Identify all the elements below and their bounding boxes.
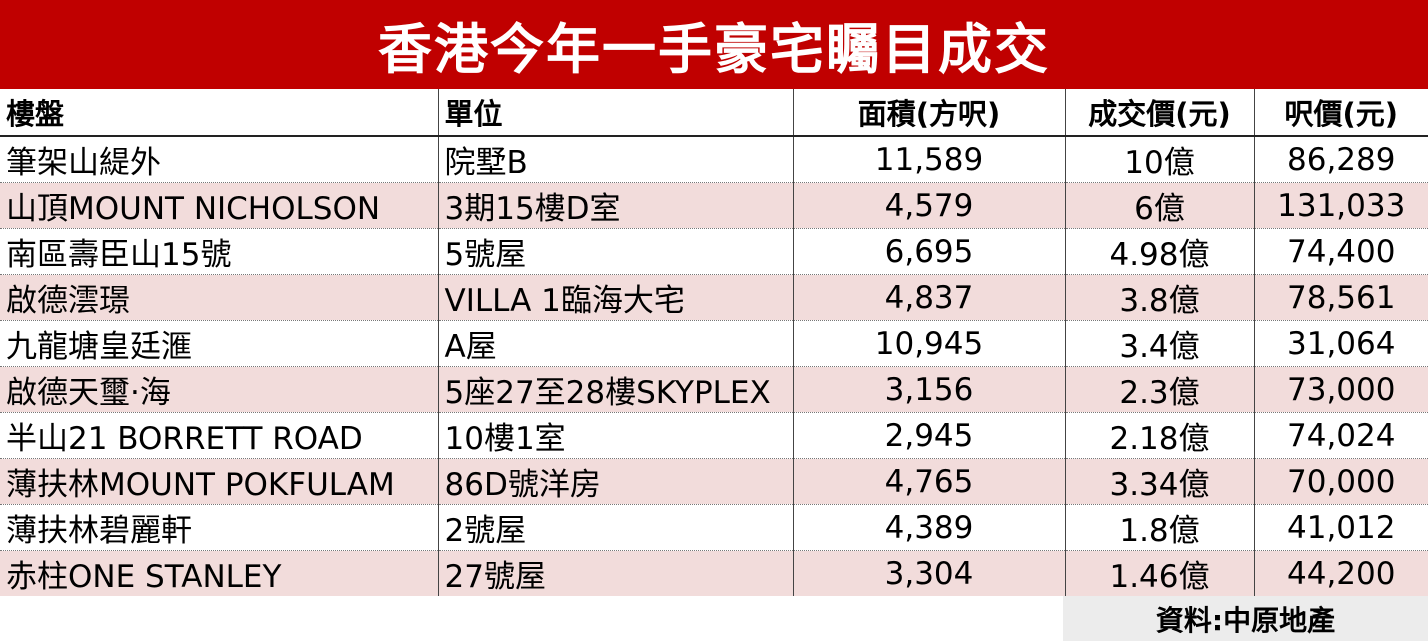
cell-area: 10,945 <box>792 320 1065 367</box>
page-title: 香港今年一手豪宅矚目成交 <box>378 18 1050 81</box>
cell-price: 1.8億 <box>1064 504 1254 551</box>
cell-psf: 78,561 <box>1253 274 1428 321</box>
cell-psf: 131,033 <box>1253 182 1428 229</box>
cell-price: 3.34億 <box>1064 458 1254 505</box>
table-row: 啟德澐璟 VILLA 1臨海大宅 4,837 3.8億 78,561 <box>0 274 1428 321</box>
cell-unit: A屋 <box>437 320 793 367</box>
table-row: 筆架山緹外 院墅B 11,589 10億 86,289 <box>0 136 1428 183</box>
table-row: 啟德天璽·海 5座27至28樓SKYPLEX 3,156 2.3億 73,000 <box>0 366 1428 413</box>
table-row: 薄扶林碧麗軒 2號屋 4,389 1.8億 41,012 <box>0 504 1428 551</box>
cell-estate: 赤柱ONE STANLEY <box>0 550 438 596</box>
cell-psf: 41,012 <box>1253 504 1428 551</box>
cell-psf: 70,000 <box>1253 458 1428 505</box>
header-psf: 呎價(元) <box>1253 89 1428 137</box>
table-row: 山頂MOUNT NICHOLSON 3期15樓D室 4,579 6億 131,033 <box>0 182 1428 229</box>
cell-area: 3,156 <box>792 366 1065 413</box>
transactions-table: 樓盤 單位 面積(方呎) 成交價(元) 呎價(元) 筆架山緹外 院墅B 11,589… <box>0 89 1428 596</box>
cell-price: 2.3億 <box>1064 366 1254 413</box>
cell-area: 6,695 <box>792 228 1065 275</box>
cell-price: 1.46億 <box>1064 550 1254 596</box>
cell-estate: 南區壽臣山15號 <box>0 228 438 275</box>
table-row: 半山21 BORRETT ROAD 10樓1室 2,945 2.18億 74,024 <box>0 412 1428 459</box>
cell-estate: 啟德澐璟 <box>0 274 438 321</box>
table-row: 南區壽臣山15號 5號屋 6,695 4.98億 74,400 <box>0 228 1428 275</box>
cell-price: 2.18億 <box>1064 412 1254 459</box>
cell-price: 10億 <box>1064 136 1254 183</box>
cell-estate: 薄扶林碧麗軒 <box>0 504 438 551</box>
cell-unit: 院墅B <box>437 136 793 183</box>
cell-unit: 27號屋 <box>437 550 793 596</box>
table-header: 樓盤 單位 面積(方呎) 成交價(元) 呎價(元) <box>0 89 1428 137</box>
header-area: 面積(方呎) <box>792 89 1065 137</box>
cell-area: 4,389 <box>792 504 1065 551</box>
table-row: 薄扶林MOUNT POKFULAM 86D號洋房 4,765 3.34億 70,000 <box>0 458 1428 505</box>
cell-estate: 半山21 BORRETT ROAD <box>0 412 438 459</box>
cell-price: 4.98億 <box>1064 228 1254 275</box>
cell-area: 4,579 <box>792 182 1065 229</box>
source-label: 資料:中原地產 <box>1155 603 1336 637</box>
cell-area: 4,837 <box>792 274 1065 321</box>
cell-unit: 5號屋 <box>437 228 793 275</box>
cell-unit: 10樓1室 <box>437 412 793 459</box>
title-bar: 香港今年一手豪宅矚目成交 <box>0 0 1428 89</box>
cell-area: 4,765 <box>792 458 1065 505</box>
cell-psf: 73,000 <box>1253 366 1428 413</box>
cell-psf: 74,024 <box>1253 412 1428 459</box>
cell-unit: 86D號洋房 <box>437 458 793 505</box>
cell-area: 11,589 <box>792 136 1065 183</box>
table-body: 筆架山緹外 院墅B 11,589 10億 86,289 山頂MOUNT NICHOLSON… <box>0 136 1428 596</box>
cell-estate: 筆架山緹外 <box>0 136 438 183</box>
cell-area: 2,945 <box>792 412 1065 459</box>
cell-unit: 5座27至28樓SKYPLEX <box>437 366 793 413</box>
header-unit: 單位 <box>437 89 793 137</box>
cell-estate: 啟德天璽·海 <box>0 366 438 413</box>
cell-psf: 31,064 <box>1253 320 1428 367</box>
cell-unit: VILLA 1臨海大宅 <box>437 274 793 321</box>
source-box: 資料:中原地產 <box>1063 596 1428 641</box>
header-estate: 樓盤 <box>0 89 438 137</box>
cell-estate: 薄扶林MOUNT POKFULAM <box>0 458 438 505</box>
cell-unit: 3期15樓D室 <box>437 182 793 229</box>
cell-estate: 山頂MOUNT NICHOLSON <box>0 182 438 229</box>
cell-psf: 74,400 <box>1253 228 1428 275</box>
header-price: 成交價(元) <box>1064 89 1254 137</box>
table-row: 九龍塘皇廷滙 A屋 10,945 3.4億 31,064 <box>0 320 1428 367</box>
cell-estate: 九龍塘皇廷滙 <box>0 320 438 367</box>
cell-psf: 44,200 <box>1253 550 1428 596</box>
cell-area: 3,304 <box>792 550 1065 596</box>
cell-price: 3.8億 <box>1064 274 1254 321</box>
header-row: 樓盤 單位 面積(方呎) 成交價(元) 呎價(元) <box>0 89 1428 137</box>
table-row: 赤柱ONE STANLEY 27號屋 3,304 1.46億 44,200 <box>0 550 1428 596</box>
cell-psf: 86,289 <box>1253 136 1428 183</box>
cell-price: 3.4億 <box>1064 320 1254 367</box>
cell-unit: 2號屋 <box>437 504 793 551</box>
cell-price: 6億 <box>1064 182 1254 229</box>
